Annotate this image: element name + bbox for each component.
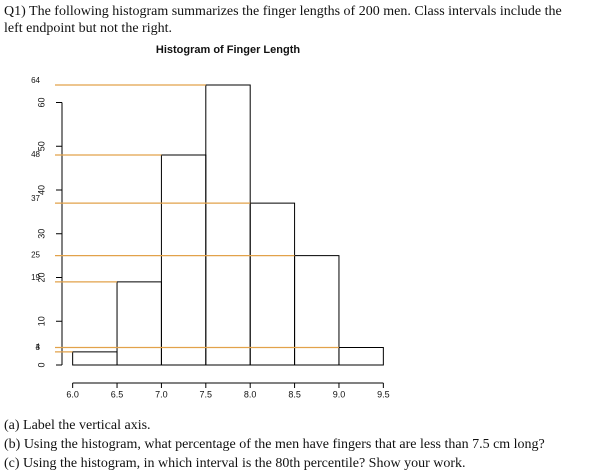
x-tick-label: 8.0 [244, 389, 257, 399]
y-tick-label: 10 [36, 316, 46, 326]
question-part: (b) Using the histogram, what percentage… [4, 437, 545, 452]
x-tick-label: 6.5 [111, 389, 124, 399]
annotation-label: 37 [31, 194, 40, 203]
y-tick-label: 40 [36, 185, 46, 195]
annotation-label: 3 [36, 343, 41, 352]
intro-line: left endpoint but not the right. [4, 21, 172, 36]
bar [294, 255, 340, 366]
bar [205, 84, 251, 366]
x-tick-label: 8.5 [288, 389, 301, 399]
intro-line: Q1) The following histogram summarizes t… [4, 4, 562, 19]
bar [338, 347, 384, 366]
y-tick-label: 30 [36, 229, 46, 239]
y-tick-label: 50 [36, 141, 46, 151]
x-tick-label: 9.0 [333, 389, 346, 399]
chart-title: Histogram of Finger Length [156, 44, 301, 56]
y-tick-label: 20 [36, 272, 46, 282]
y-tick-label: 60 [36, 97, 46, 107]
y-tick-label: 0 [36, 362, 46, 367]
x-tick-label: 7.5 [200, 389, 213, 399]
x-tick-label: 9.5 [377, 389, 390, 399]
bar [116, 281, 162, 366]
question-part: (c) Using the histogram, in which interv… [4, 456, 466, 471]
bar [72, 351, 118, 366]
annotation-label: 25 [31, 251, 40, 260]
annotation-label: 48 [31, 150, 40, 159]
question-part: (a) Label the vertical axis. [4, 418, 151, 433]
bar [160, 154, 207, 366]
bar [249, 202, 296, 366]
annotation-label: 64 [31, 76, 40, 85]
x-tick-label: 6.0 [66, 389, 79, 399]
annotation-label: 19 [31, 273, 40, 282]
annotation-label: 4 [36, 343, 41, 352]
x-tick-label: 7.0 [155, 389, 168, 399]
